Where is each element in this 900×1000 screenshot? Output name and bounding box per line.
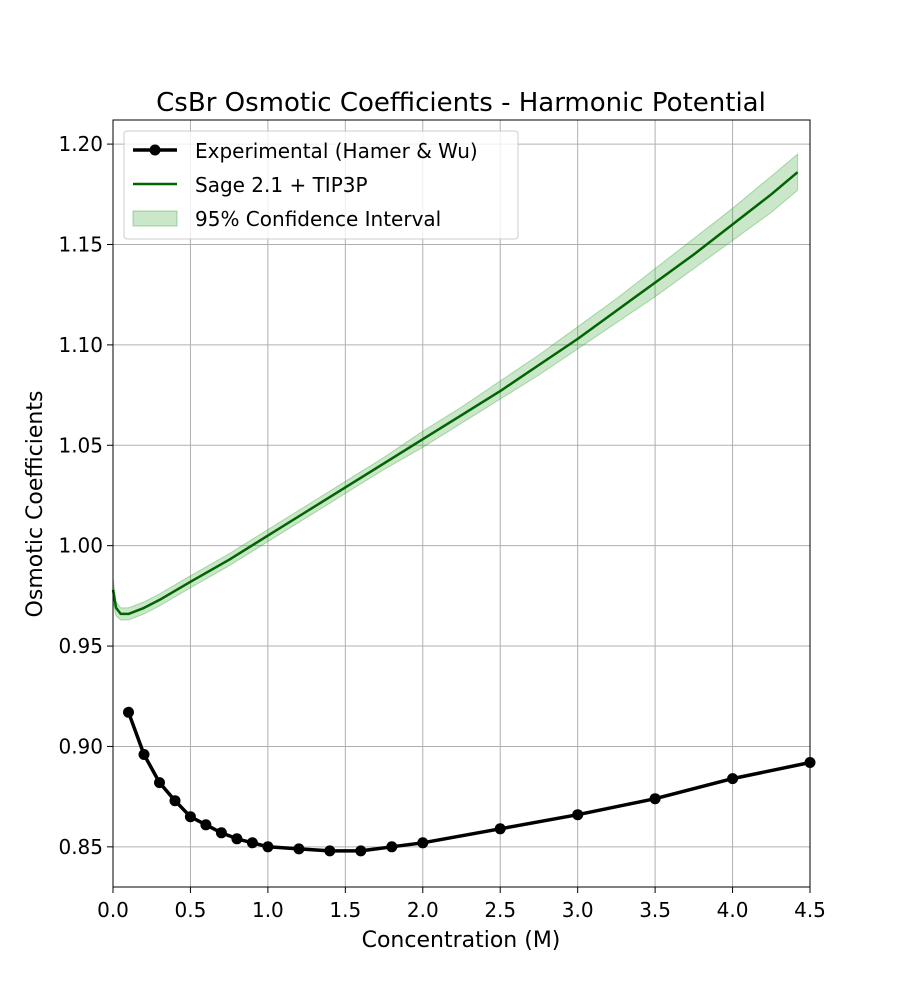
experimental-point bbox=[200, 819, 212, 831]
experimental-point bbox=[649, 793, 661, 805]
experimental-line bbox=[126, 711, 811, 853]
confidence-band bbox=[112, 153, 799, 621]
experimental-point bbox=[324, 845, 336, 857]
x-tick-label: 3.5 bbox=[639, 898, 671, 922]
legend-marker-experimental bbox=[149, 144, 161, 156]
x-tick-label: 2.0 bbox=[407, 898, 439, 922]
y-tick-label: 1.20 bbox=[58, 132, 103, 156]
y-axis: 0.85 0.90 0.95 1.00 1.05 1.10 1.15 1.20 bbox=[58, 132, 113, 859]
experimental-point bbox=[215, 827, 227, 839]
chart-title: CsBr Osmotic Coefficients - Harmonic Pot… bbox=[156, 88, 766, 118]
x-tick-label: 1.0 bbox=[252, 898, 284, 922]
experimental-point bbox=[184, 811, 196, 823]
y-axis-label: Osmotic Coefficients bbox=[23, 391, 48, 618]
line-layer bbox=[111, 171, 811, 853]
y-tick-label: 1.15 bbox=[58, 232, 103, 256]
experimental-point bbox=[386, 841, 398, 853]
y-tick-label: 1.00 bbox=[58, 534, 103, 558]
experimental-point bbox=[727, 773, 739, 785]
x-tick-label: 4.5 bbox=[794, 898, 826, 922]
plot-frame bbox=[112, 119, 811, 888]
experimental-point bbox=[572, 809, 584, 821]
y-tick-label: 0.85 bbox=[58, 835, 103, 859]
y-tick-label: 0.90 bbox=[58, 734, 103, 758]
x-tick-label: 1.5 bbox=[329, 898, 361, 922]
marker-layer bbox=[123, 706, 816, 857]
x-axis-label: Concentration (M) bbox=[362, 928, 561, 953]
legend-label-sage: Sage 2.1 + TIP3P bbox=[195, 173, 368, 197]
legend-box bbox=[123, 130, 519, 240]
experimental-point bbox=[246, 837, 258, 849]
x-tick-label: 4.0 bbox=[717, 898, 749, 922]
experimental-point bbox=[417, 837, 429, 849]
y-tick-label: 0.95 bbox=[58, 634, 103, 658]
x-tick-label: 3.0 bbox=[562, 898, 594, 922]
experimental-point bbox=[123, 706, 134, 718]
legend: Experimental (Hamer & Wu) Sage 2.1 + TIP… bbox=[123, 130, 519, 240]
experimental-point bbox=[231, 833, 243, 845]
x-tick-label: 2.5 bbox=[484, 898, 516, 922]
x-axis: 0.0 0.5 1.0 1.5 2.0 2.5 3.0 3.5 4.0 4.5 bbox=[97, 887, 826, 922]
experimental-point bbox=[355, 845, 367, 857]
sage-tip3p-line bbox=[111, 171, 799, 616]
x-tick-label: 0.5 bbox=[175, 898, 207, 922]
experimental-point bbox=[293, 843, 305, 855]
experimental-point bbox=[494, 823, 506, 835]
experimental-point bbox=[169, 795, 181, 807]
x-tick-label: 0.0 bbox=[97, 898, 129, 922]
confidence-band-layer bbox=[112, 153, 799, 621]
experimental-point bbox=[138, 749, 150, 760]
y-tick-label: 1.10 bbox=[58, 333, 103, 357]
legend-swatch-confidence bbox=[132, 210, 178, 227]
experimental-point bbox=[262, 841, 274, 853]
experimental-point bbox=[154, 777, 165, 789]
legend-label-experimental: Experimental (Hamer & Wu) bbox=[195, 139, 478, 163]
legend-label-confidence: 95% Confidence Interval bbox=[195, 207, 441, 231]
y-tick-label: 1.05 bbox=[58, 433, 103, 457]
